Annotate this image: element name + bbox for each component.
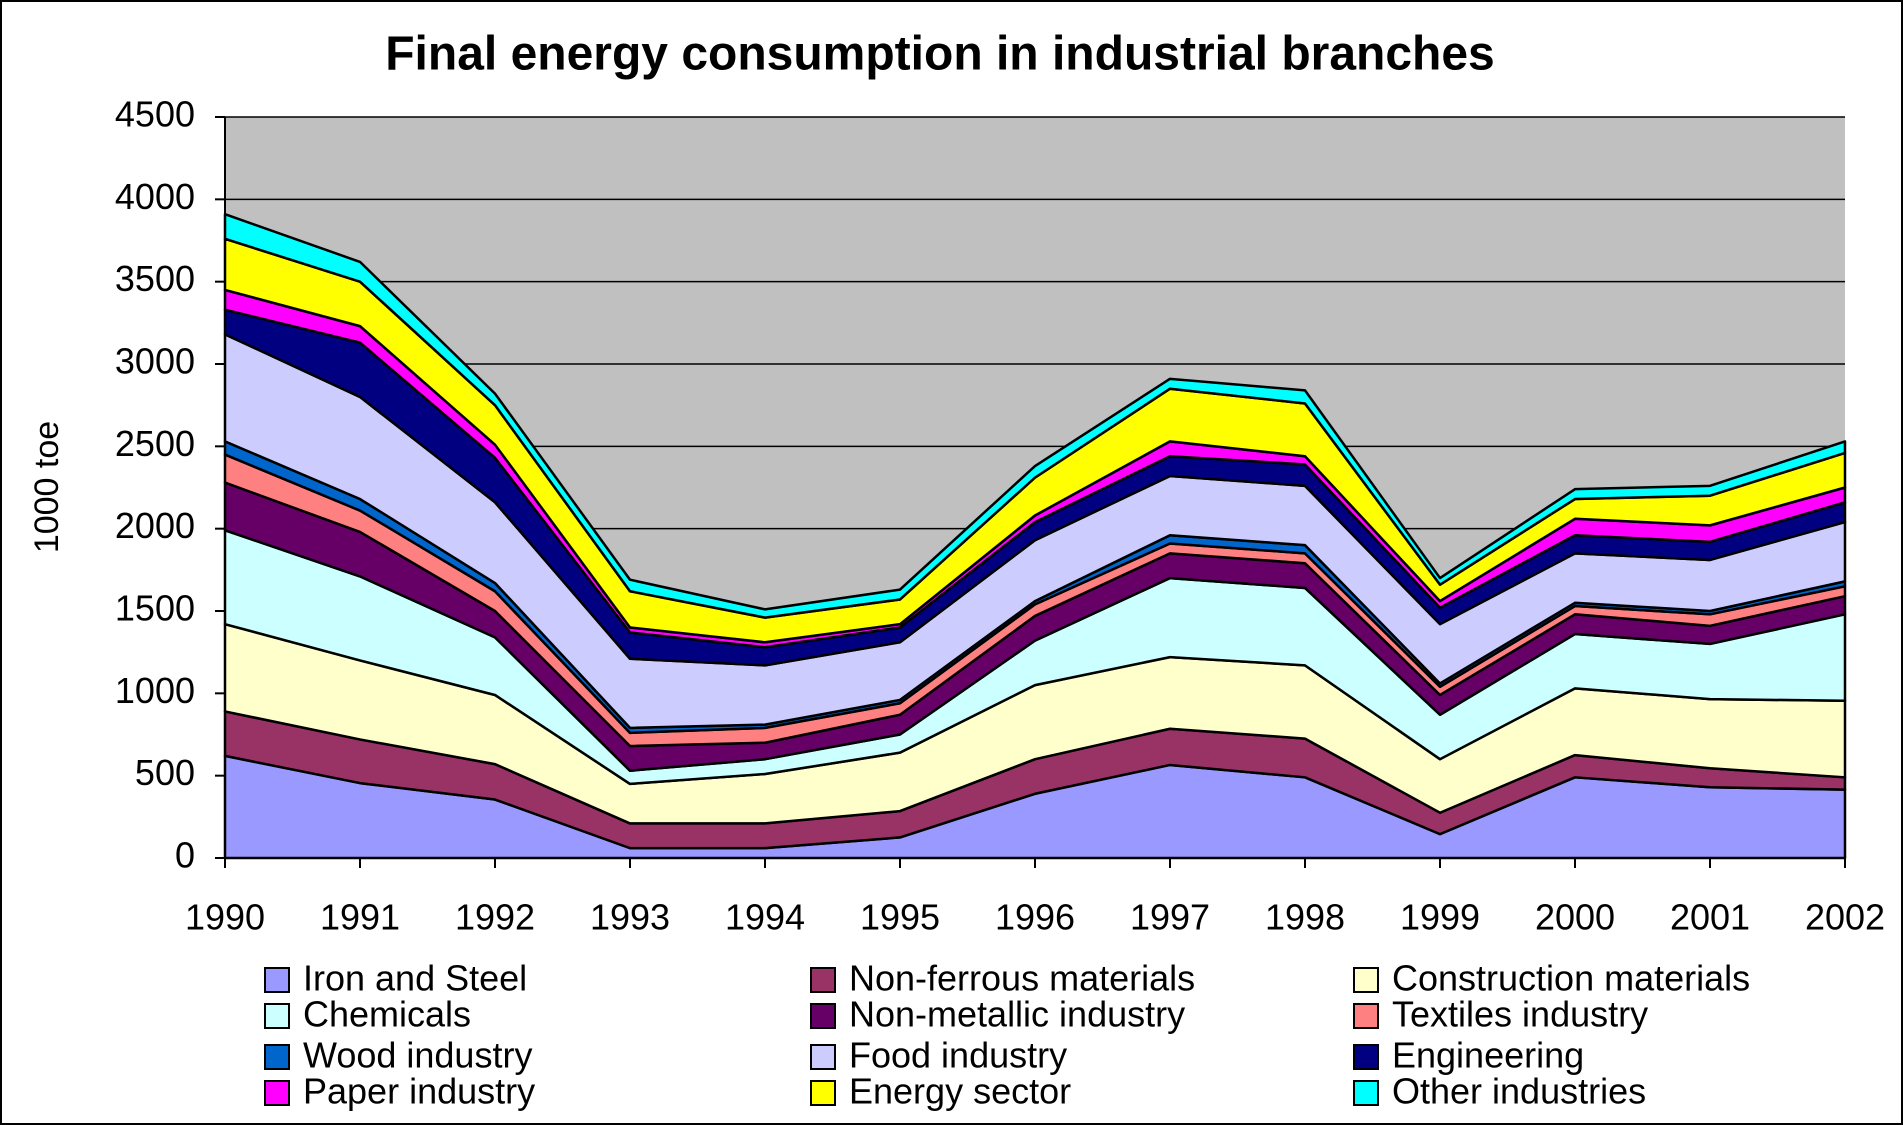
legend-label: Food industry <box>849 1035 1067 1076</box>
chart-title: Final energy consumption in industrial b… <box>385 28 1495 81</box>
x-tick-label: 1992 <box>455 897 535 938</box>
legend-swatch <box>810 1080 836 1106</box>
x-tick-label: 2002 <box>1805 897 1885 938</box>
legend-label: Non-ferrous materials <box>849 958 1195 999</box>
legend-label: Textiles industry <box>1392 994 1648 1035</box>
legend-swatch <box>1353 967 1379 993</box>
y-axis-label: 1000 toe <box>28 421 66 553</box>
x-tick-label: 1991 <box>320 897 400 938</box>
y-tick-label: 0 <box>175 835 195 876</box>
legend-swatch <box>810 1044 836 1070</box>
legend-label: Other industries <box>1392 1071 1646 1112</box>
legend-swatch <box>264 967 290 993</box>
legend-label: Construction materials <box>1392 958 1750 999</box>
x-tick-label: 1999 <box>1400 897 1480 938</box>
y-tick-label: 2500 <box>115 423 195 464</box>
y-tick-label: 3000 <box>115 341 195 382</box>
legend-swatch <box>810 1003 836 1029</box>
legend-swatch <box>1353 1080 1379 1106</box>
x-tick-label: 1990 <box>185 897 265 938</box>
x-tick-label: 2001 <box>1670 897 1750 938</box>
legend-label: Non-metallic industry <box>849 994 1185 1035</box>
legend-swatch <box>264 1080 290 1106</box>
x-tick-label: 1998 <box>1265 897 1345 938</box>
x-tick-label: 1996 <box>995 897 1075 938</box>
legend-label: Chemicals <box>303 994 471 1035</box>
legend-label: Wood industry <box>303 1035 532 1076</box>
y-tick-label: 1500 <box>115 588 195 629</box>
legend-label: Energy sector <box>849 1071 1071 1112</box>
x-tick-label: 1994 <box>725 897 805 938</box>
y-tick-label: 500 <box>135 752 195 793</box>
y-tick-label: 4500 <box>115 94 195 135</box>
x-tick-label: 1997 <box>1130 897 1210 938</box>
legend-label: Paper industry <box>303 1071 535 1112</box>
x-tick-label: 1993 <box>590 897 670 938</box>
x-tick-label: 2000 <box>1535 897 1615 938</box>
y-tick-label: 3500 <box>115 258 195 299</box>
legend-label: Iron and Steel <box>303 958 527 999</box>
legend-swatch <box>264 1044 290 1070</box>
legend-swatch <box>1353 1003 1379 1029</box>
x-tick-label: 1995 <box>860 897 940 938</box>
y-tick-label: 4000 <box>115 176 195 217</box>
legend-swatch <box>264 1003 290 1029</box>
y-tick-label: 2000 <box>115 505 195 546</box>
legend-swatch <box>810 967 836 993</box>
legend-swatch <box>1353 1044 1379 1070</box>
legend-label: Engineering <box>1392 1035 1584 1076</box>
area <box>223 212 1847 619</box>
y-tick-label: 1000 <box>115 670 195 711</box>
